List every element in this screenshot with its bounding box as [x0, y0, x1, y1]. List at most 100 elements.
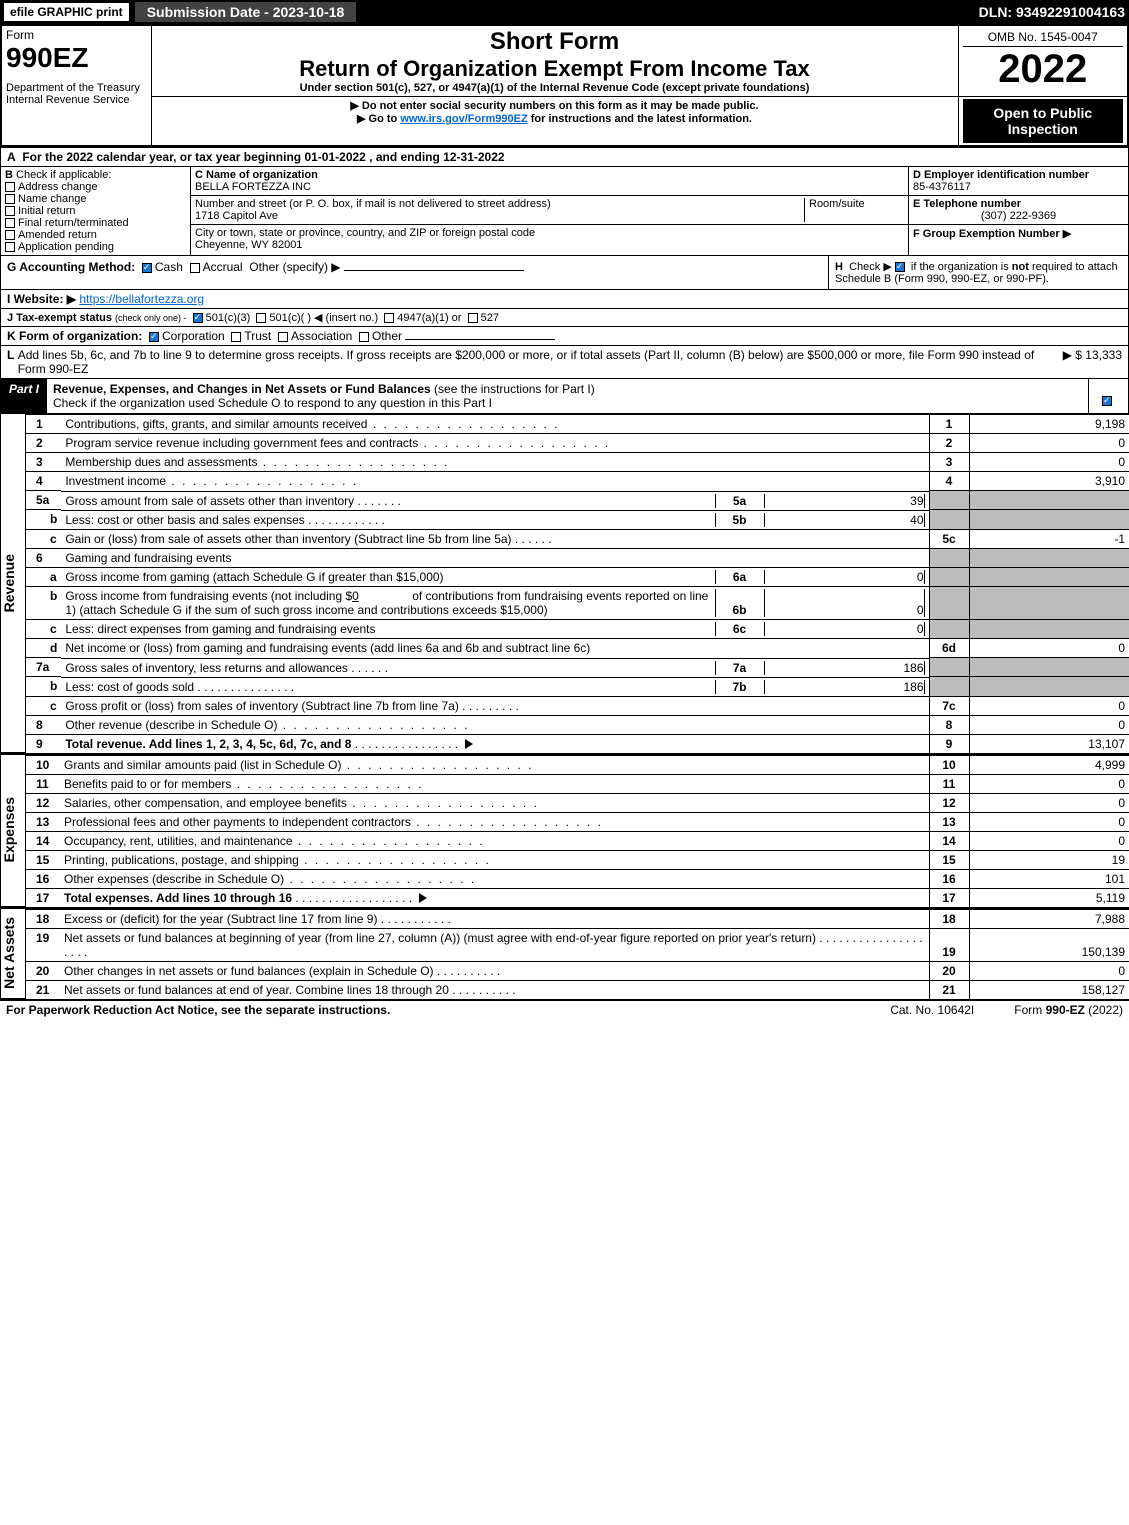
amended-return-checkbox[interactable]	[5, 230, 15, 240]
line-20-value: 0	[969, 961, 1129, 980]
line-16-value: 101	[969, 869, 1129, 888]
final-return-checkbox[interactable]	[5, 218, 15, 228]
info-grid: B Check if applicable: Address change Na…	[1, 166, 1128, 255]
line-6d-value: 0	[969, 639, 1129, 658]
tax-year: 2022	[963, 47, 1124, 92]
omb-number: OMB No. 1545-0047	[963, 28, 1124, 47]
line-17-value: 5,119	[969, 888, 1129, 907]
line-11-value: 0	[969, 774, 1129, 793]
subtitle: Under section 501(c), 527, or 4947(a)(1)…	[156, 82, 954, 94]
line-7a-value: 186	[765, 661, 925, 675]
app-pending-checkbox[interactable]	[5, 242, 15, 252]
room-label: Room/suite	[809, 198, 865, 210]
line-6b-value: 0	[765, 589, 925, 617]
4947-checkbox[interactable]	[384, 313, 394, 323]
website-link[interactable]: https://bellafortezza.org	[79, 292, 204, 306]
section-j: J Tax-exempt status (check only one) - 5…	[1, 308, 1128, 326]
accrual-checkbox[interactable]	[190, 263, 200, 273]
instructions-link-row: ▶ Go to www.irs.gov/Form990EZ for instru…	[156, 112, 954, 125]
short-form-label: Short Form	[156, 28, 954, 56]
cash-checkbox[interactable]	[142, 263, 152, 273]
revenue-label: Revenue	[0, 414, 26, 753]
line-13-value: 0	[969, 812, 1129, 831]
line-14-value: 0	[969, 831, 1129, 850]
section-i: I Website: ▶ https://bellafortezza.org	[1, 289, 1128, 308]
section-h: H Check ▶ if the organization is not req…	[828, 256, 1128, 289]
org-name: BELLA FORTEZZA INC	[195, 181, 311, 193]
footer: For Paperwork Reduction Act Notice, see …	[0, 999, 1129, 1019]
irs-link[interactable]: www.irs.gov/Form990EZ	[400, 113, 527, 125]
city-label: City or town, state or province, country…	[195, 227, 535, 239]
line-5a-value: 39	[765, 494, 925, 508]
line-6a-value: 0	[765, 570, 925, 584]
phone-label: E Telephone number	[913, 198, 1021, 210]
trust-checkbox[interactable]	[231, 332, 241, 342]
line-9-value: 13,107	[969, 734, 1129, 753]
addr-change-checkbox[interactable]	[5, 182, 15, 192]
line-21-value: 158,127	[969, 980, 1129, 999]
part-1-header: Part I Revenue, Expenses, and Changes in…	[1, 378, 1128, 413]
section-l: L Add lines 5b, 6c, and 7b to line 9 to …	[1, 345, 1128, 378]
name-change-checkbox[interactable]	[5, 194, 15, 204]
form-label: Form	[6, 28, 147, 42]
section-b: B Check if applicable: Address change Na…	[1, 167, 191, 255]
line-12-value: 0	[969, 793, 1129, 812]
line-7b-value: 186	[765, 680, 925, 694]
line-4-value: 3,910	[969, 472, 1129, 491]
ein-value: 85-4376117	[913, 181, 971, 193]
tax-year-text: For the 2022 calendar year, or tax year …	[22, 150, 504, 164]
netassets-label: Net Assets	[0, 909, 26, 999]
line-19-value: 150,139	[969, 928, 1129, 961]
ein-label: D Employer identification number	[913, 169, 1089, 181]
paperwork-notice: For Paperwork Reduction Act Notice, see …	[6, 1003, 390, 1017]
submission-date: Submission Date - 2023-10-18	[135, 2, 357, 22]
ssn-warning: ▶ Do not enter social security numbers o…	[156, 99, 954, 112]
assoc-checkbox[interactable]	[278, 332, 288, 342]
line-18-value: 7,988	[969, 909, 1129, 928]
501c3-checkbox[interactable]	[193, 313, 203, 323]
line-8-value: 0	[969, 715, 1129, 734]
other-org-checkbox[interactable]	[359, 332, 369, 342]
line-10-value: 4,999	[969, 755, 1129, 774]
dln-label: DLN: 93492291004163	[979, 4, 1125, 20]
line-2-value: 0	[969, 434, 1129, 453]
line-3-value: 0	[969, 453, 1129, 472]
open-inspection: Open to Public Inspection	[963, 99, 1124, 143]
other-method-input[interactable]	[344, 270, 524, 271]
efile-label: efile GRAPHIC print	[4, 3, 129, 21]
arrow-icon	[465, 739, 473, 749]
revenue-table: 1Contributions, gifts, grants, and simil…	[26, 414, 1129, 753]
row-a: A For the 2022 calendar year, or tax yea…	[1, 147, 1128, 166]
form-number: 990EZ	[6, 42, 147, 74]
section-def: D Employer identification number 85-4376…	[908, 167, 1128, 255]
527-checkbox[interactable]	[468, 313, 478, 323]
top-bar: efile GRAPHIC print Submission Date - 20…	[0, 0, 1129, 24]
line-7c-value: 0	[969, 696, 1129, 715]
section-k: K Form of organization: Corporation Trus…	[1, 326, 1128, 345]
part-1-label: Part I	[1, 379, 47, 413]
501c-checkbox[interactable]	[256, 313, 266, 323]
line-1-value: 9,198	[969, 415, 1129, 434]
section-c: C Name of organization BELLA FORTEZZA IN…	[191, 167, 908, 255]
phone-value: (307) 222-9369	[913, 210, 1124, 222]
city-value: Cheyenne, WY 82001	[195, 239, 302, 251]
initial-return-checkbox[interactable]	[5, 206, 15, 216]
form-ref: Form 990-EZ (2022)	[1014, 1003, 1123, 1017]
arrow-icon	[419, 893, 427, 903]
schedule-b-checkbox[interactable]	[895, 262, 905, 272]
line-15-value: 19	[969, 850, 1129, 869]
gross-receipts-value: ▶ $ 13,333	[1063, 348, 1122, 376]
expenses-label: Expenses	[0, 755, 26, 907]
line-5c-value: -1	[969, 529, 1129, 548]
netassets-table: 18Excess or (deficit) for the year (Subt…	[26, 909, 1129, 999]
street-value: 1718 Capitol Ave	[195, 210, 278, 222]
cat-number: Cat. No. 10642I	[890, 1003, 974, 1017]
expenses-table: 10Grants and similar amounts paid (list …	[26, 755, 1129, 907]
form-header: Form 990EZ Department of the Treasury In…	[0, 24, 1129, 147]
schedule-o-checkbox[interactable]	[1102, 396, 1112, 406]
corp-checkbox[interactable]	[149, 332, 159, 342]
street-label: Number and street (or P. O. box, if mail…	[195, 198, 551, 210]
section-g: G Accounting Method: Cash Accrual Other …	[1, 256, 828, 289]
org-name-label: C Name of organization	[195, 169, 318, 181]
other-org-input[interactable]	[405, 339, 555, 340]
